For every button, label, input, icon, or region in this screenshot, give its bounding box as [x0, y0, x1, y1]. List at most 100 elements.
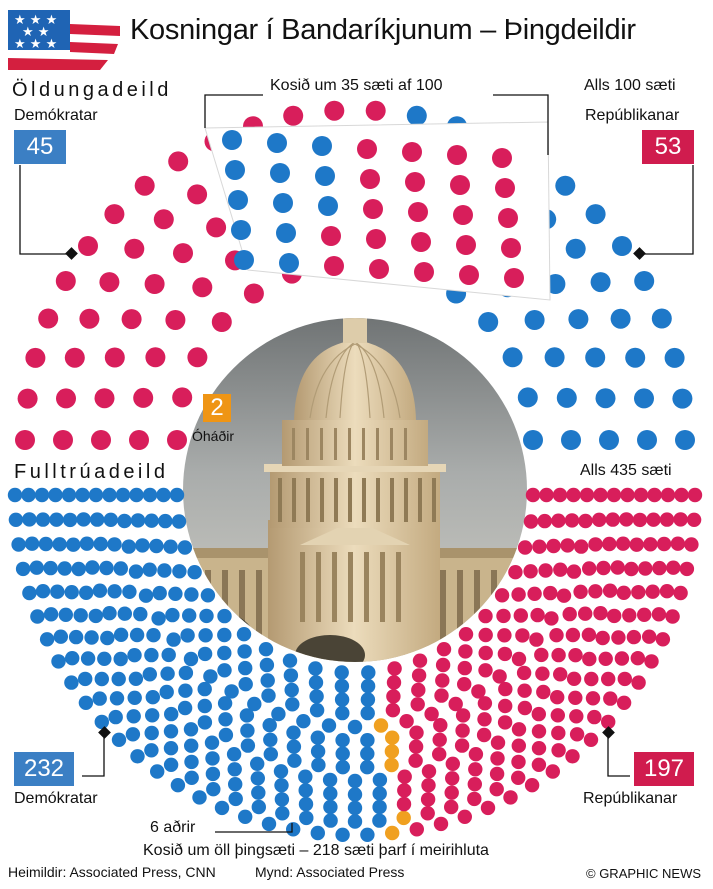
- house-seat: [142, 487, 158, 503]
- sources-credit: Heimildir: Associated Press, CNN: [8, 864, 216, 880]
- house-seat: [228, 777, 243, 792]
- house-seat: [396, 810, 411, 826]
- house-seat: [156, 487, 171, 503]
- house-seat: [444, 785, 459, 800]
- senate-election-note: Kosið um 35 sæti af 100: [270, 77, 443, 94]
- house-seat: [601, 671, 616, 687]
- house-seat: [53, 629, 68, 644]
- house-seat: [177, 700, 193, 716]
- senate-seat: [56, 388, 76, 409]
- house-rep-label: Repúblikanar: [583, 790, 678, 807]
- house-seat: [274, 778, 289, 793]
- house-seat: [334, 678, 350, 694]
- house-seat: [262, 718, 277, 733]
- house-seat: [227, 762, 242, 777]
- house-seat: [144, 743, 159, 758]
- senate-seat: [211, 312, 232, 332]
- house-seat: [607, 608, 622, 624]
- house-seat: [78, 695, 94, 710]
- house-seat: [508, 565, 523, 580]
- house-seat: [515, 628, 530, 643]
- senate-total-label: Alls 100 sæti: [584, 77, 676, 94]
- house-label: Fulltrúadeild: [14, 461, 169, 483]
- house-seat: [433, 718, 448, 733]
- house-seat: [578, 513, 593, 529]
- house-seat: [138, 588, 154, 603]
- house-seat: [128, 671, 144, 686]
- house-seat: [310, 730, 325, 745]
- house-seat: [424, 706, 439, 722]
- house-seat: [184, 738, 199, 753]
- house-seat: [152, 585, 167, 601]
- election-seat: [408, 202, 428, 222]
- house-seat: [144, 725, 159, 741]
- house-seat: [299, 810, 314, 826]
- house-seat: [637, 607, 652, 622]
- house-seat: [631, 675, 646, 690]
- house-seat: [638, 561, 653, 576]
- senate-seat: [168, 151, 189, 172]
- house-seat: [310, 744, 326, 759]
- house-seat: [361, 665, 376, 680]
- house-seat: [61, 487, 77, 503]
- house-seat: [199, 608, 214, 624]
- election-seat: [321, 226, 341, 246]
- house-seat: [587, 709, 602, 725]
- house-seat: [565, 627, 581, 643]
- senate-seat: [165, 310, 186, 330]
- house-seat: [642, 629, 657, 644]
- house-seat: [674, 487, 689, 503]
- house-seat: [556, 588, 572, 603]
- house-seat: [178, 683, 193, 698]
- house-seat: [538, 563, 553, 578]
- election-seat: [360, 169, 380, 189]
- house-seat: [335, 827, 350, 842]
- senate-seat: [129, 430, 149, 450]
- house-seat: [35, 584, 51, 599]
- house-seat: [187, 565, 202, 580]
- house-seat: [616, 585, 631, 600]
- senate-dem-label: Demókratar: [14, 107, 98, 124]
- house-seat: [411, 668, 427, 683]
- house-seat: [62, 512, 78, 528]
- house-seat: [511, 722, 527, 737]
- election-seat: [450, 175, 470, 195]
- house-seat: [651, 607, 667, 622]
- house-seat: [517, 540, 533, 555]
- house-seat: [593, 606, 608, 621]
- election-seat: [276, 223, 296, 243]
- house-seat: [420, 792, 436, 807]
- house-seat: [206, 782, 221, 797]
- senate-seat: [104, 347, 125, 368]
- house-seat: [92, 691, 107, 706]
- senate-seat: [544, 347, 565, 368]
- house-seat: [631, 585, 646, 600]
- house-seat: [128, 564, 144, 579]
- svg-text:★ ★ ★: ★ ★ ★: [14, 13, 57, 28]
- senate-seat: [672, 388, 693, 409]
- house-seat: [420, 806, 435, 821]
- house-seat: [323, 813, 338, 828]
- senate-rep-label: Repúblikanar: [585, 107, 680, 124]
- house-seat: [113, 651, 128, 667]
- house-seat: [142, 667, 157, 682]
- house-seat: [457, 677, 472, 692]
- senate-seat: [599, 430, 619, 450]
- house-seat: [251, 785, 266, 800]
- house-seat: [372, 786, 387, 801]
- house-seat: [467, 791, 482, 807]
- house-seat: [490, 735, 506, 750]
- house-seat: [259, 657, 275, 673]
- house-seat: [543, 585, 558, 601]
- house-seat: [523, 514, 539, 529]
- house-seat: [584, 671, 599, 687]
- house-seat: [436, 642, 452, 657]
- house-seat: [321, 718, 337, 733]
- house-seat: [372, 772, 388, 788]
- house-seat: [130, 749, 145, 764]
- house-seat: [511, 754, 526, 770]
- election-seat: [357, 139, 377, 159]
- house-seat: [163, 724, 179, 739]
- svg-text:★ ★ ★: ★ ★ ★: [14, 37, 57, 52]
- house-seat: [478, 608, 493, 624]
